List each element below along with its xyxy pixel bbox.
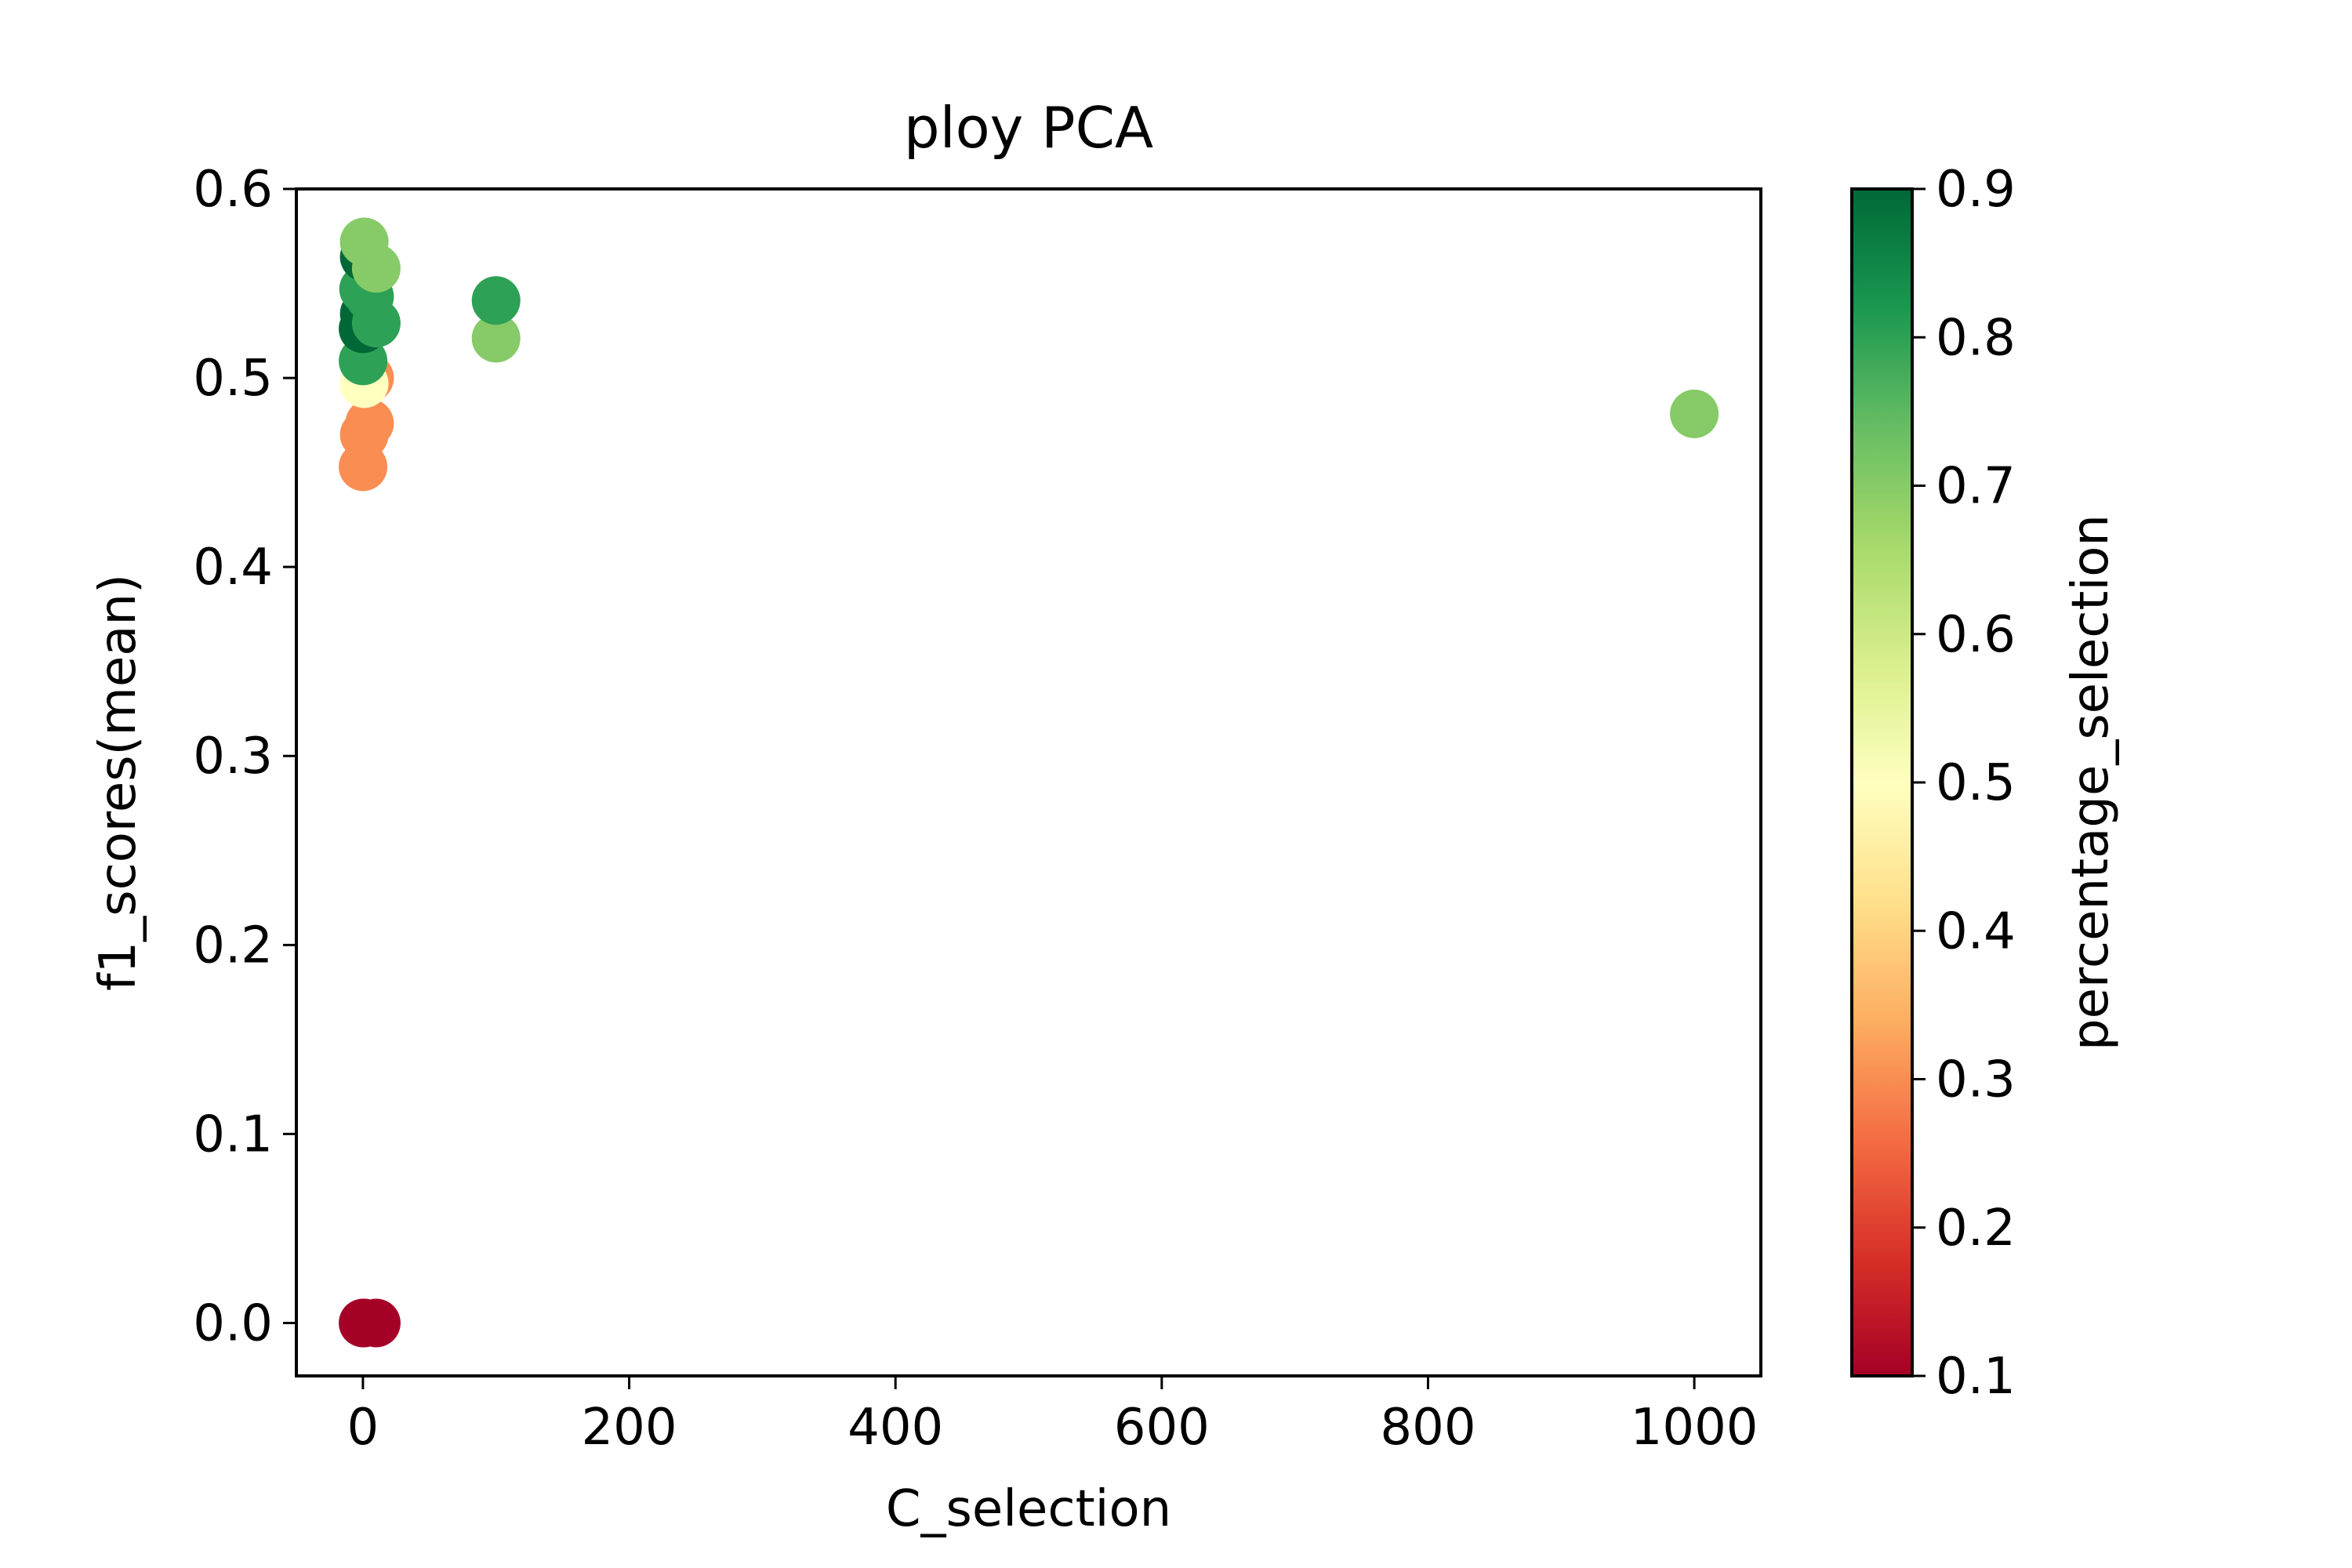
- scatter-point: [351, 244, 401, 293]
- colorbar-tick-label: 0.6: [1936, 606, 2016, 664]
- scatter-point: [471, 314, 521, 363]
- colorbar-tick-label: 0.7: [1936, 458, 2016, 516]
- colorbar-tick-label: 0.4: [1936, 902, 2016, 960]
- x-axis: 0 200 400 600 800 1000: [347, 1376, 1759, 1457]
- colorbar-ticks: 0.1 0.2 0.3 0.4 0.5 0.6 0.7 0.8 0.9: [1912, 161, 2016, 1406]
- x-tick-label: 0: [347, 1399, 379, 1457]
- x-tick-label: 200: [581, 1399, 677, 1457]
- colorbar-tick-label: 0.3: [1936, 1051, 2016, 1109]
- x-tick-label: 600: [1114, 1399, 1210, 1457]
- y-tick-label: 0.2: [193, 916, 273, 975]
- y-tick-label: 0.4: [193, 539, 273, 597]
- scatter-point: [351, 299, 401, 348]
- plot-frame: [295, 187, 1762, 1377]
- colorbar-gradient: [1852, 189, 1912, 1376]
- scatter-point: [471, 276, 521, 325]
- scatter-point: [1670, 389, 1719, 438]
- colorbar-label: percentage_selection: [2062, 514, 2120, 1051]
- x-axis-label: C_selection: [886, 1480, 1171, 1538]
- chart-title: ploy PCA: [904, 95, 1153, 161]
- x-tick-label: 1000: [1631, 1399, 1759, 1457]
- y-tick-label: 0.1: [193, 1105, 273, 1163]
- y-tick-label: 0.0: [193, 1294, 273, 1352]
- colorbar: [1850, 187, 1914, 1377]
- colorbar-tick-label: 0.2: [1936, 1200, 2016, 1258]
- colorbar-tick-label: 0.5: [1936, 754, 2016, 812]
- colorbar-tick-label: 0.8: [1936, 309, 2016, 367]
- scatter-point: [345, 398, 394, 448]
- y-tick-label: 0.3: [193, 728, 273, 786]
- scatter-points: [339, 217, 1719, 1348]
- y-axis: 0.0 0.1 0.2 0.3 0.4 0.5 0.6: [193, 161, 296, 1352]
- colorbar-tick-label: 0.1: [1936, 1348, 2016, 1406]
- y-tick-label: 0.6: [193, 161, 273, 219]
- x-tick-label: 800: [1380, 1399, 1475, 1457]
- scatter-point: [351, 1298, 401, 1348]
- colorbar-tick-label: 0.9: [1936, 161, 2016, 219]
- x-tick-label: 400: [848, 1399, 943, 1457]
- y-tick-label: 0.5: [193, 350, 273, 408]
- y-axis-label: f1_scores(mean): [89, 574, 147, 991]
